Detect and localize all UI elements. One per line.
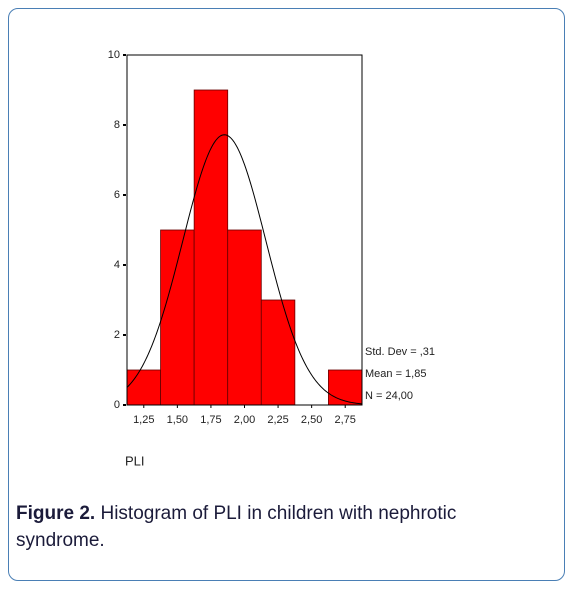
bar (227, 229, 262, 406)
chart: 0 2 4 6 8 10 1,25 1,50 1,75 2,00 2,25 2,50 2,75 PLI St… (108, 49, 435, 469)
x-tick-label: 1,75 (200, 414, 221, 426)
bar (328, 369, 363, 406)
y-tick-label: 4 (114, 259, 120, 271)
bar (193, 89, 229, 406)
stat-label: Mean = 1,85 (365, 368, 426, 380)
x-tick-label: 1,50 (167, 414, 188, 426)
y-tick-label: 8 (114, 119, 120, 131)
x-tick-label: 1,25 (133, 414, 154, 426)
normal-curve (126, 134, 363, 405)
caption: Figure 2. Histogram of PLI in children w… (16, 500, 496, 554)
figure-card (8, 8, 565, 581)
bar (126, 369, 161, 406)
x-tick-label: 2,75 (335, 414, 356, 426)
bar (260, 299, 296, 406)
y-tick-label: 6 (114, 189, 120, 201)
caption-text: Histogram of PLI in children with nephro… (16, 503, 457, 551)
bar (160, 229, 195, 406)
stat-label: N = 24,00 (365, 390, 413, 402)
caption-label: Figure 2. (16, 503, 96, 524)
y-tick-label: 10 (108, 49, 120, 61)
y-tick-label: 0 (114, 399, 120, 411)
y-tick-label: 2 (114, 329, 120, 341)
x-axis-label: PLI (125, 453, 145, 468)
x-tick-label: 2,25 (267, 414, 288, 426)
x-tick-label: 2,50 (301, 414, 322, 426)
stat-label: Std. Dev = ,31 (365, 346, 435, 358)
x-tick-label: 2,00 (234, 414, 255, 426)
